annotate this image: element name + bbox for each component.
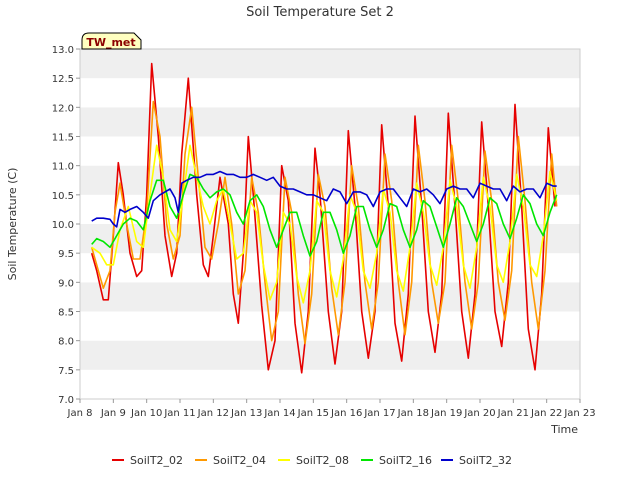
grid-band bbox=[80, 165, 580, 195]
x-tick-label: Jan 10 bbox=[130, 408, 162, 419]
x-tick-label: Jan 23 bbox=[563, 408, 595, 419]
y-tick-label: 12.5 bbox=[52, 74, 74, 85]
x-axis-label: Time bbox=[550, 423, 578, 436]
y-tick-label: 8.0 bbox=[58, 337, 74, 348]
y-tick-label: 9.5 bbox=[58, 249, 74, 260]
series-line-soilt2_02 bbox=[90, 62, 556, 374]
y-tick-label: 12.0 bbox=[52, 103, 74, 114]
y-tick-label: 7.0 bbox=[58, 395, 74, 406]
series-lines bbox=[90, 62, 558, 374]
series-line-soilt2_32 bbox=[91, 170, 557, 228]
y-tick-label: 9.0 bbox=[58, 278, 74, 289]
series-line-soilt2_04 bbox=[90, 100, 558, 345]
legend-label: SoilT2_16 bbox=[379, 454, 432, 467]
x-tick-label: Jan 20 bbox=[463, 408, 495, 419]
x-tick-label: Jan 21 bbox=[497, 408, 529, 419]
grid-band bbox=[80, 107, 580, 137]
x-tick-label: Jan 19 bbox=[430, 408, 462, 419]
grid-band bbox=[80, 282, 580, 312]
x-tick-label: Jan 16 bbox=[330, 408, 362, 419]
x-tick-label: Jan 15 bbox=[297, 408, 329, 419]
grid-band bbox=[80, 49, 580, 79]
legend-label: SoilT2_08 bbox=[296, 454, 349, 467]
y-tick-label: 8.5 bbox=[58, 308, 74, 319]
x-tick-label: Jan 11 bbox=[163, 408, 195, 419]
chart-title: Soil Temperature Set 2 bbox=[246, 5, 394, 20]
y-tick-label: 10.5 bbox=[52, 191, 74, 202]
y-axis-label: Soil Temperature (C) bbox=[6, 168, 19, 281]
x-axis-ticks: Jan 8 Jan 9 Jan 10 Jan 11 Jan 12 Jan 13 Jan 14… bbox=[67, 399, 596, 419]
y-axis-ticks: 7.0 7.5 8.0 8.5 9.0 9.5 10.0 10.5 11.0 11.5 12.0 12… bbox=[52, 45, 80, 406]
grid-band bbox=[80, 78, 580, 108]
grid-band bbox=[80, 369, 580, 399]
y-tick-label: 13.0 bbox=[52, 45, 74, 56]
y-tick-label: 11.5 bbox=[52, 133, 74, 144]
x-tick-label: Jan 13 bbox=[230, 408, 262, 419]
legend-label: SoilT2_02 bbox=[130, 454, 183, 467]
x-tick-label: Jan 9 bbox=[100, 408, 126, 419]
x-tick-label: Jan 8 bbox=[67, 408, 93, 419]
legend-label: SoilT2_04 bbox=[213, 454, 266, 467]
x-tick-label: Jan 22 bbox=[530, 408, 562, 419]
grid-band bbox=[80, 224, 580, 254]
series-line-soilt2_08 bbox=[91, 144, 558, 304]
y-tick-label: 11.0 bbox=[52, 162, 74, 173]
y-tick-label: 7.5 bbox=[58, 366, 74, 377]
legend-label: SoilT2_32 bbox=[459, 454, 512, 467]
x-tick-label: Jan 14 bbox=[263, 408, 295, 419]
tw-met-annotation: TW_met bbox=[81, 32, 142, 50]
series-line-soilt2_16 bbox=[91, 173, 558, 257]
annotation-label: TW_met bbox=[86, 36, 135, 49]
y-tick-label: 10.0 bbox=[52, 220, 74, 231]
legend: SoilT2_02 SoilT2_04 SoilT2_08 SoilT2_16 Soil… bbox=[112, 454, 512, 467]
x-tick-label: Jan 18 bbox=[397, 408, 429, 419]
grid-band bbox=[80, 340, 580, 370]
x-tick-label: Jan 12 bbox=[197, 408, 229, 419]
x-tick-label: Jan 17 bbox=[363, 408, 395, 419]
grid-band bbox=[80, 136, 580, 166]
